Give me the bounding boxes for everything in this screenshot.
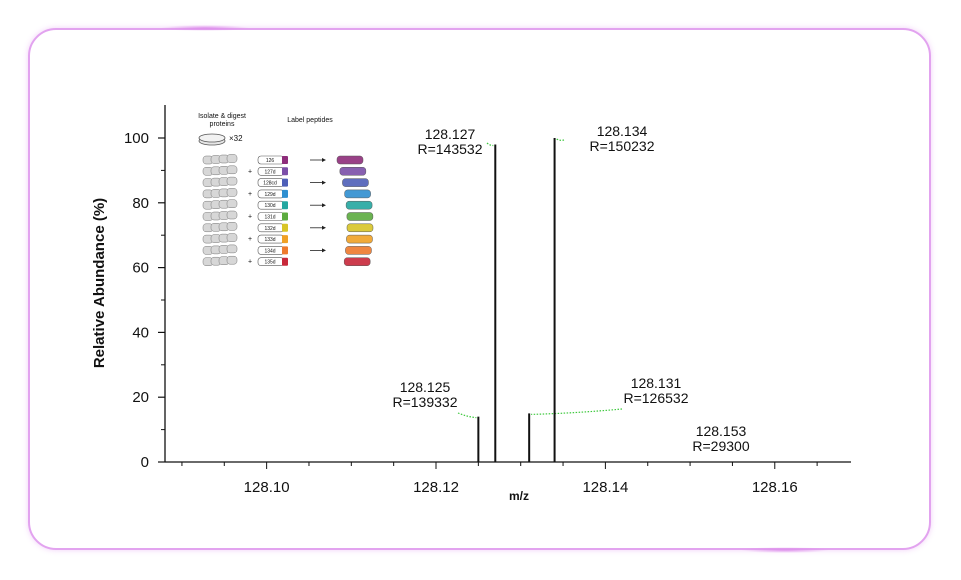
x-axis-title: m/z [509,489,529,503]
peak-label-resolution: R=150232 [589,138,654,154]
peak-leader [531,408,623,415]
source-tube [226,165,238,175]
labelled-tube [344,189,371,199]
plus-sign: + [248,168,252,175]
peak-label-resolution: R=29300 [692,438,749,454]
tag-label: 127d [264,169,275,175]
peak-leader [556,138,565,141]
x-tick-label: 128.14 [582,479,628,496]
frame-glow-top [160,25,250,31]
tag-label: 132d [264,226,275,232]
plus-sign: + [248,214,252,221]
tag-cap [282,257,288,266]
tag-cap [282,167,288,176]
tag-label: 129d [264,192,275,198]
tag-cap [282,201,288,210]
tag-cap [282,212,288,221]
source-tube [226,176,238,186]
source-tube [226,244,238,254]
source-tube [226,255,238,265]
y-ticks: 0 20 40 60 80 100 [124,130,165,471]
peak-leader [486,142,494,147]
peak-leader [457,412,477,419]
source-tube [226,199,238,208]
tag-label: 130d [264,203,275,209]
labelled-tube [343,257,371,266]
labelled-tube [346,234,373,244]
labelled-tube [336,155,364,165]
peak-labels: 128.125R=139332128.127R=143532128.131R=1… [392,123,749,454]
tag-label: 128cd [263,181,277,187]
arrow-head [322,180,326,185]
y-tick-label: 100 [124,130,149,147]
inset-step2: Label peptides [287,117,333,124]
y-tick-label: 40 [132,324,149,341]
tag-label: 134d [264,248,275,254]
labelled-tube [342,178,369,187]
tag-label: 135d [264,260,275,266]
labelled-tube [345,246,372,255]
peak-leaders [457,138,623,419]
inset-step1-line1: Isolate & digest [198,113,246,120]
x-tick-label: 128.16 [752,479,798,496]
tag-cap [282,156,288,164]
arrow-head [322,203,326,208]
labelled-tube [339,167,367,176]
inset-multiplier: ×32 [229,134,243,143]
peaks [477,138,556,462]
x-tick-label: 128.10 [244,479,290,496]
peak-label-mz: 128.131 [631,375,682,391]
inset-tubes: 126 + 127d 128cd + 129d 130d + 131d 132d + 133d 134d… [202,154,374,267]
labelled-tube [346,223,374,233]
y-tick-label: 0 [141,454,149,471]
tag-cap [282,235,288,244]
peak-label-resolution: R=139332 [392,394,457,410]
tag-label: 133d [264,237,275,243]
labelled-tube [345,200,373,210]
labelled-tube [346,212,374,221]
source-tube [226,222,238,231]
peak-label-resolution: R=126532 [623,390,688,406]
peak-label-mz: 128.127 [425,126,476,142]
peak-label-mz: 128.125 [400,379,451,395]
x-tick-label: 128.12 [413,479,459,496]
source-tube [226,154,238,163]
arrow-head [322,158,326,162]
figure-frame [28,28,931,550]
inset-step1-line2: proteins [210,121,235,128]
dish-icon-rim [198,133,226,143]
tag-label: 126 [266,158,275,164]
tag-cap [282,178,288,187]
frame-glow-bottom [740,547,830,553]
y-tick-label: 60 [132,260,149,277]
tag-cap [282,223,288,232]
peak-label-resolution: R=143532 [417,141,482,157]
source-tube [226,210,238,220]
source-tube [226,233,238,242]
plus-sign: + [248,236,252,243]
peak-label-mz: 128.153 [696,423,747,439]
arrow-head [322,248,326,253]
tag-cap [282,246,288,255]
plus-sign: + [248,191,252,198]
peak-label-mz: 128.134 [597,123,648,139]
tag-cap [282,189,288,198]
source-tube [226,188,238,197]
arrow-head [322,225,326,230]
workflow-inset: Isolate & digest proteins Label peptides… [198,113,374,267]
y-axis-title: Relative Abundance (%) [91,198,108,368]
tag-label: 131d [264,215,275,221]
x-ticks: 128.10 128.12 128.14 128.16 [181,462,818,496]
plus-sign: + [248,259,252,266]
y-tick-label: 80 [132,195,149,212]
y-tick-label: 20 [132,389,149,406]
